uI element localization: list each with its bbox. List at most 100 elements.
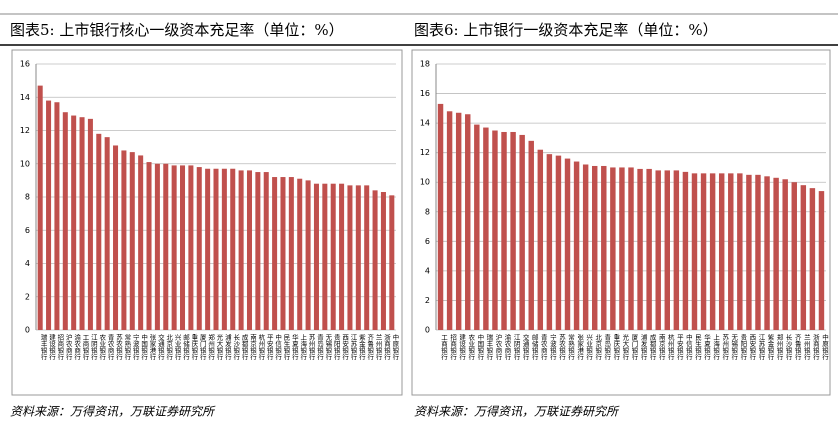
x-tick-label: 平安银行	[265, 334, 273, 362]
x-tick-label: 青农商行	[106, 333, 114, 362]
bar	[501, 131, 507, 330]
x-tick-label: 瑞丰银行	[39, 333, 47, 362]
bar	[446, 111, 453, 331]
bar	[37, 85, 43, 330]
x-tick-label: 农业银行	[98, 333, 106, 362]
x-tick-label: 兰州银行	[802, 333, 810, 362]
bar	[71, 115, 77, 330]
bar	[646, 168, 652, 330]
bar	[62, 112, 68, 331]
x-tick-label: 招商银行	[56, 333, 64, 362]
chart-title: 图表5: 上市银行核心一级资本充足率（单位：%）	[10, 21, 344, 39]
x-tick-label: 常熟银行	[567, 333, 575, 362]
bar	[664, 170, 670, 330]
bar	[272, 177, 278, 330]
bar	[297, 178, 303, 330]
x-tick-label: 中信银行	[274, 333, 282, 362]
chart-frame	[11, 49, 403, 396]
bar	[163, 163, 169, 330]
x-tick-label: 郑州银行	[775, 334, 783, 362]
x-tick-label: 青农商行	[539, 333, 547, 362]
x-tick-label: 中原银行	[391, 333, 399, 362]
x-tick-label: 贵阳银行	[739, 333, 747, 362]
x-tick-label: 兴业银行	[585, 333, 593, 362]
x-tick-label: 交通银行	[521, 333, 529, 362]
bar	[601, 165, 607, 330]
bar	[46, 100, 52, 330]
x-tick-label: 厦门银行	[198, 334, 206, 362]
x-tick-label: 兴业银行	[173, 333, 181, 362]
x-tick-label: 邮储银行	[182, 333, 190, 362]
bar	[364, 185, 370, 330]
bar	[313, 183, 319, 330]
x-tick-label: 华夏银行	[703, 333, 711, 362]
bar	[564, 158, 571, 330]
x-tick-label: 光大银行	[215, 333, 223, 362]
x-tick-label: 厦门银行	[630, 334, 638, 362]
x-tick-label: 长沙银行	[232, 333, 240, 362]
x-tick-label: 张家港行	[576, 333, 584, 362]
bar	[655, 170, 661, 330]
x-tick-label: 工商银行	[81, 334, 89, 361]
y-tick-label: 6	[25, 226, 30, 235]
bar	[573, 161, 580, 330]
bar	[773, 177, 779, 330]
x-tick-label: 青岛银行	[603, 333, 611, 362]
bar	[188, 165, 194, 330]
bar	[280, 177, 286, 330]
x-tick-label: 民生银行	[693, 334, 701, 362]
x-tick-label: 成都银行	[240, 333, 248, 362]
x-tick-label: 光大银行	[621, 333, 629, 362]
x-tick-label: 平安银行	[675, 334, 683, 362]
bar	[682, 171, 689, 330]
x-tick-label: 浙商银行	[382, 333, 390, 362]
y-tick-label: 18	[420, 60, 430, 69]
bar	[113, 145, 119, 330]
x-tick-label: 南京银行	[657, 333, 665, 362]
x-tick-label: 无锡银行	[730, 334, 738, 362]
bar	[79, 117, 85, 330]
bar	[628, 167, 634, 330]
y-tick-label: 10	[20, 159, 30, 168]
x-tick-label: 工商银行	[440, 334, 448, 361]
bar	[637, 168, 643, 330]
x-tick-label: 建设银行	[48, 333, 56, 362]
x-tick-label: 瑞丰银行	[485, 333, 493, 362]
bar	[322, 183, 328, 330]
x-tick-label: 杭州银行	[666, 333, 674, 362]
bar	[619, 167, 625, 330]
y-tick-label: 14	[20, 93, 30, 102]
bar	[230, 168, 236, 330]
bar	[205, 168, 211, 330]
bar	[737, 173, 743, 330]
x-tick-label: 杭州银行	[257, 333, 265, 362]
bar	[221, 168, 227, 330]
y-tick-label: 4	[25, 259, 30, 268]
x-tick-label: 江苏银行	[349, 334, 357, 362]
bar	[691, 173, 698, 330]
bar	[104, 137, 110, 330]
bar	[196, 167, 202, 330]
bar	[709, 173, 716, 330]
y-tick-label: 0	[25, 326, 30, 335]
x-tick-label: 华夏银行	[290, 333, 298, 362]
x-tick-label: 渝农商行	[503, 333, 511, 362]
bar	[510, 131, 516, 330]
x-tick-label: 苏州银行	[721, 333, 729, 362]
bar	[592, 165, 598, 330]
bar	[673, 170, 680, 330]
bar	[555, 155, 562, 330]
bar	[389, 195, 395, 330]
bar	[339, 183, 345, 330]
x-tick-label: 中国银行	[140, 333, 148, 362]
bar	[546, 154, 553, 330]
y-tick-label: 10	[420, 178, 430, 187]
bar	[146, 162, 152, 330]
bar	[238, 170, 244, 330]
x-tick-label: 建设银行	[458, 333, 466, 362]
bar	[213, 168, 219, 330]
chart-title: 图表6: 上市银行一级资本充足率（单位：%）	[414, 21, 718, 39]
y-tick-label: 12	[420, 148, 430, 157]
bar	[519, 134, 525, 330]
